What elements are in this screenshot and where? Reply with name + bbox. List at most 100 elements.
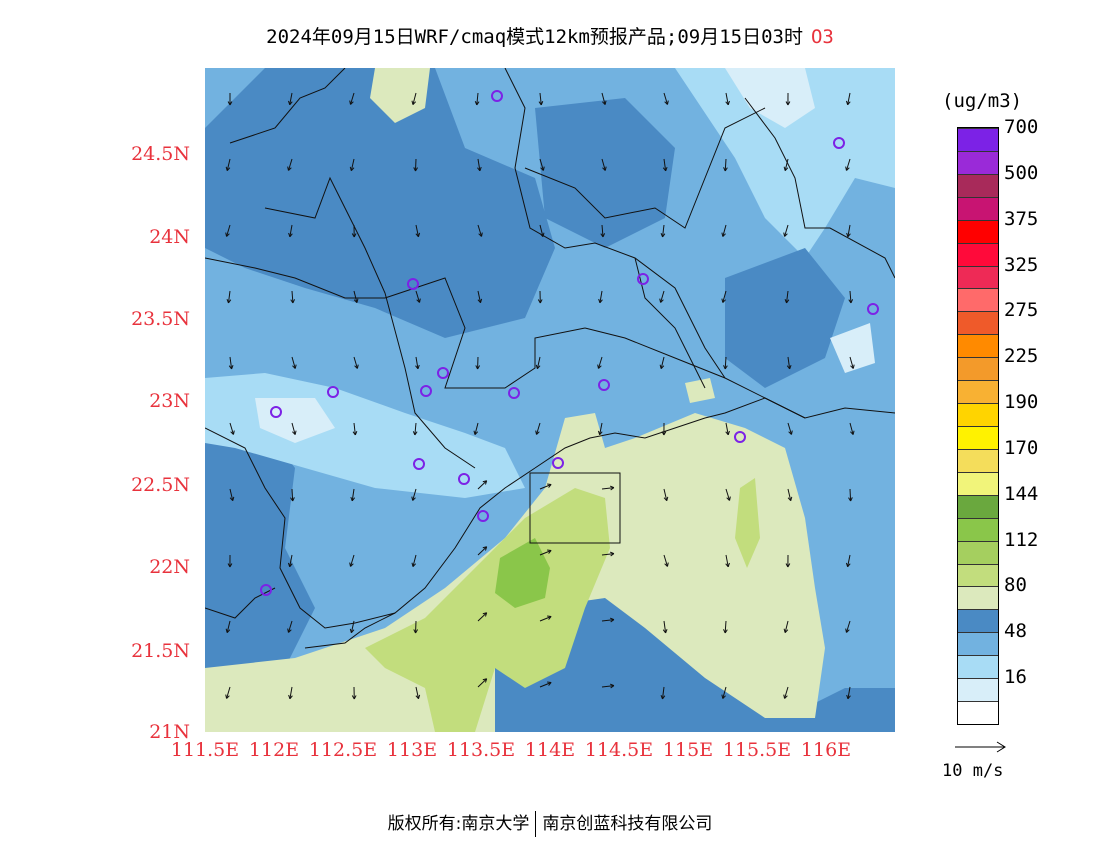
wind-arrow-icon <box>415 290 421 303</box>
wind-arrow-icon <box>287 158 293 171</box>
admin-boundaries <box>205 68 895 649</box>
wind-arrow-icon <box>415 224 421 238</box>
station-marker <box>420 385 432 397</box>
colorbar-segment <box>958 265 998 289</box>
wind-arrow-icon <box>848 488 853 502</box>
station-marker <box>270 406 282 418</box>
wind-arrow-icon <box>291 422 297 435</box>
wind-arrow-icon <box>349 158 355 172</box>
station-marker <box>437 367 449 379</box>
wind-arrow-icon <box>413 158 418 172</box>
wind-arrow-icon <box>229 488 235 502</box>
wind-arrow-icon <box>785 554 791 568</box>
wind-arrow-icon <box>353 290 359 303</box>
wind-arrow-icon <box>349 620 355 634</box>
colorbar-label: 375 <box>1004 207 1039 230</box>
station-marker <box>598 379 610 391</box>
forecast-map <box>205 68 895 732</box>
wind-arrow-icon <box>473 422 479 435</box>
wind-arrow-icon <box>477 480 488 490</box>
colorbar-segment <box>958 448 998 472</box>
region-pale-spot-east <box>830 323 875 373</box>
wind-arrow-icon <box>848 290 854 304</box>
wind-arrow-icon <box>721 290 727 303</box>
footer-separator <box>535 811 537 837</box>
wind-arrow-icon <box>721 224 727 237</box>
wind-arrow-icon <box>849 356 855 369</box>
wind-arrow-icon <box>845 92 851 106</box>
wind-arrow-icon <box>663 554 669 567</box>
concentration-regions <box>205 68 895 732</box>
wind-arrow-icon <box>225 686 231 699</box>
wind-arrow-icon <box>598 290 603 304</box>
colorbar-segment <box>958 288 998 312</box>
wind-arrow-icon <box>601 551 615 557</box>
colorbar-segment <box>958 701 998 724</box>
wind-arrow-icon <box>659 290 665 303</box>
wind-arrow-icon <box>413 620 419 634</box>
station-marker <box>327 386 339 398</box>
copyright-right: 南京创蓝科技有限公司 <box>542 814 713 834</box>
colorbar-segment <box>958 494 998 518</box>
wind-arrow-icon <box>723 620 728 634</box>
wind-arrow-icon <box>723 356 728 370</box>
colorbar-segment <box>958 357 998 381</box>
wind-arrow-icon <box>660 686 666 700</box>
wind-arrow-icon <box>663 488 669 502</box>
title-main: 2024年09月15日WRF/cmaq模式12km预报产品;09月15日03时 <box>266 26 803 48</box>
wind-arrow-icon <box>846 686 851 700</box>
wind-arrow-icon <box>784 290 790 304</box>
wind-arrow-icon <box>846 224 851 238</box>
colorbar-segment <box>958 219 998 243</box>
wind-arrow-icon <box>845 620 851 633</box>
region-deep-north <box>205 68 555 338</box>
x-tick-label: 115.5E <box>722 739 792 761</box>
y-tick-label: 21N <box>149 721 190 743</box>
y-tick-label: 24N <box>149 226 190 248</box>
wind-arrow-icon <box>601 683 615 689</box>
x-tick-label: 111.5E <box>170 739 240 761</box>
wind-arrow-icon <box>477 224 483 237</box>
wind-arrow-icon <box>415 356 420 370</box>
wind-arrow-icon <box>600 224 606 238</box>
wind-arrow-icon <box>783 158 789 171</box>
wind-arrow-icon <box>601 485 615 491</box>
wind-arrow-icon <box>477 612 488 622</box>
station-marker <box>260 584 272 596</box>
wind-arrow-icon <box>601 617 615 623</box>
colorbar-segment <box>958 380 998 404</box>
colorbar-label: 275 <box>1004 299 1039 322</box>
colorbar-segment <box>958 128 998 151</box>
copyright-left: 版权所有:南京大学 <box>387 814 530 834</box>
station-marker <box>413 458 425 470</box>
wind-arrow-icon <box>783 620 789 633</box>
colorbar-segment <box>958 609 998 633</box>
region-green-mid <box>365 488 610 732</box>
y-tick-label: 21.5N <box>131 640 190 662</box>
wind-arrow-icon <box>539 224 545 237</box>
wind-arrow-icon <box>786 356 792 370</box>
colorbar-segment <box>958 334 998 358</box>
wind-arrow-icon <box>415 686 421 700</box>
wind-arrow-icon <box>787 422 793 435</box>
wind-arrow-icon <box>785 92 791 106</box>
wind-arrow-icon <box>290 488 295 502</box>
colorbar-segment <box>958 173 998 197</box>
wind-arrow-icon <box>535 356 541 370</box>
y-tick-label: 23.5N <box>131 308 190 330</box>
wind-arrow-icon <box>663 92 669 105</box>
wind-arrow-icon <box>288 224 293 238</box>
x-tick-label: 112E <box>248 739 300 761</box>
wind-arrow-icon <box>411 554 417 567</box>
wind-arrow-icon <box>412 422 418 436</box>
region-pale-northeast <box>725 68 815 128</box>
y-tick-label: 22N <box>149 556 190 578</box>
wind-arrow-icon <box>535 422 541 435</box>
station-marker <box>637 273 649 285</box>
wind-arrow-icon <box>475 356 481 370</box>
wind-arrow-icon <box>725 554 730 568</box>
wind-arrow-icon <box>849 422 855 435</box>
wind-arrow-icon <box>845 554 851 568</box>
region-light-northeast <box>675 68 895 258</box>
x-tick-label: 116E <box>800 739 852 761</box>
